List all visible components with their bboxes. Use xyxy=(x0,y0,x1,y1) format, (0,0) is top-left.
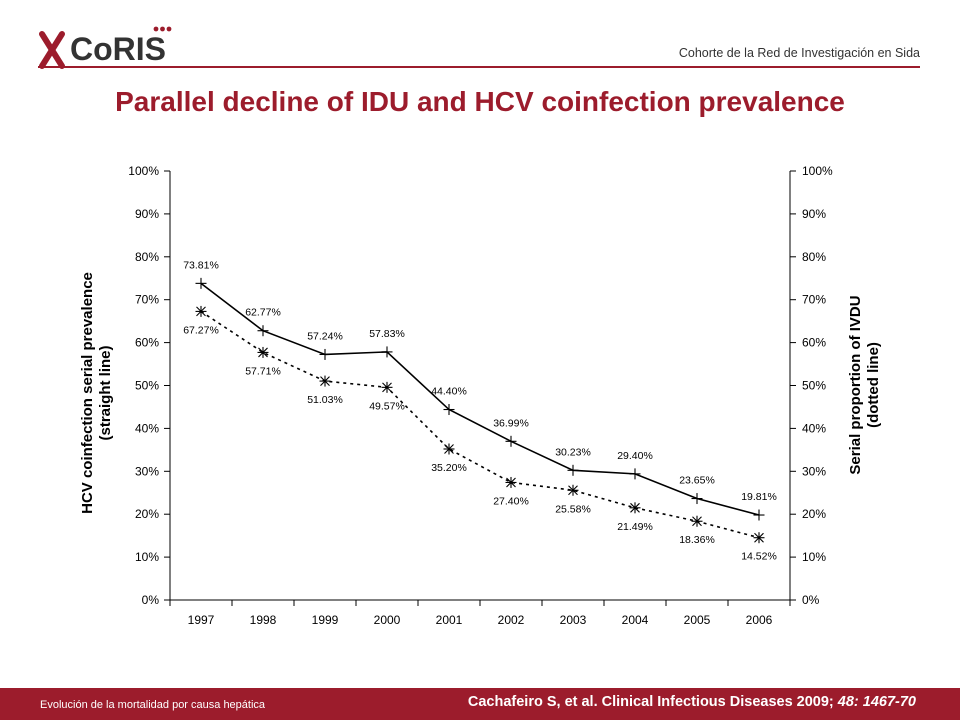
footer-bar: Evolución de la mortalidad por causa hep… xyxy=(0,688,960,720)
y-tick-label-right: 40% xyxy=(802,421,826,435)
y-tick-label-right: 100% xyxy=(802,164,833,178)
star-marker xyxy=(753,532,765,544)
ivdu-data-label: 25.58% xyxy=(555,503,591,515)
plus-marker xyxy=(443,404,455,416)
y-tick-label-left: 40% xyxy=(135,421,159,435)
plus-marker xyxy=(195,277,207,289)
x-tick-label: 2000 xyxy=(374,613,401,627)
hcv-data-label: 73.81% xyxy=(183,259,219,271)
y-tick-label-right: 50% xyxy=(802,379,826,393)
star-marker xyxy=(691,515,703,527)
y-tick-label-right: 90% xyxy=(802,207,826,221)
y-axis-left-label: HCV coinfection serial prevalence xyxy=(79,272,96,514)
star-marker xyxy=(443,443,455,455)
dual-axis-line-chart: 0% 0% 10% 10% 20% 20% 30% 30% 40% 40% 50% 50% 60% 60%… xyxy=(79,164,882,627)
ivdu-data-label: 27.40% xyxy=(493,495,529,507)
y-tick-label-left: 50% xyxy=(135,379,159,393)
y-tick-label-left: 0% xyxy=(142,593,160,607)
y-tick-label-right: 10% xyxy=(802,550,826,564)
series-line-hcv xyxy=(200,282,760,516)
hcv-data-label: 19.81% xyxy=(741,491,777,503)
x-tick-label: 2002 xyxy=(498,613,525,627)
plus-marker xyxy=(505,435,517,447)
y-axis-right-sublabel: (dotted line) xyxy=(865,342,882,428)
org-name: Cohorte de la Red de Investigación en Si… xyxy=(678,46,920,60)
ivdu-data-label: 57.71% xyxy=(245,365,281,377)
plus-marker xyxy=(257,325,269,337)
y-tick-label-left: 60% xyxy=(135,336,159,350)
star-marker xyxy=(257,346,269,358)
hcv-data-label: 57.83% xyxy=(369,328,405,340)
x-tick-label: 2005 xyxy=(684,613,711,627)
plus-marker xyxy=(753,509,765,521)
y-axis-right-label: Serial proportion of IVDU xyxy=(847,295,864,474)
chart-data-labels: 73.81% 62.77% 57.24% 57.83% 44.40% 36.99% 30.2… xyxy=(183,259,777,562)
x-tick-label: 1997 xyxy=(188,613,215,627)
star-marker xyxy=(319,375,331,387)
plus-marker xyxy=(567,464,579,476)
y-tick-label-left: 70% xyxy=(135,293,159,307)
y-axis-left-sublabel: (straight line) xyxy=(97,345,114,440)
ivdu-data-label: 18.36% xyxy=(679,534,715,546)
star-marker xyxy=(195,305,207,317)
hcv-data-label: 29.40% xyxy=(617,450,653,462)
page-title: Parallel decline of IDU and HCV coinfect… xyxy=(115,86,845,117)
plus-marker xyxy=(629,468,641,480)
plus-marker xyxy=(691,493,703,505)
y-tick-label-right: 20% xyxy=(802,507,826,521)
y-tick-label-left: 80% xyxy=(135,250,159,264)
hcv-data-label: 30.23% xyxy=(555,446,591,458)
plus-marker xyxy=(381,346,393,358)
ivdu-data-label: 35.20% xyxy=(431,462,467,474)
ivdu-data-label: 14.52% xyxy=(741,551,777,563)
hcv-data-label: 62.77% xyxy=(245,307,281,319)
x-tick-label: 2004 xyxy=(622,613,649,627)
y-tick-label-right: 70% xyxy=(802,293,826,307)
y-tick-label-left: 10% xyxy=(135,550,159,564)
hcv-data-label: 36.99% xyxy=(493,417,529,429)
x-tick-label: 2001 xyxy=(436,613,463,627)
x-tick-label: 2006 xyxy=(746,613,773,627)
hcv-data-label: 44.40% xyxy=(431,386,467,398)
citation-main: Cachafeiro S, et al. Clinical Infectious… xyxy=(467,694,834,710)
star-marker xyxy=(629,502,641,514)
y-tick-label-right: 80% xyxy=(802,250,826,264)
y-tick-label-left: 90% xyxy=(135,207,159,221)
coris-logo: CoRIS xyxy=(39,26,172,69)
citation-volume: 48: 1467-70 xyxy=(833,694,916,710)
star-marker xyxy=(381,381,393,393)
y-tick-label-left: 30% xyxy=(135,464,159,478)
x-tick-label: 1998 xyxy=(250,613,277,627)
star-marker xyxy=(567,484,579,496)
ivdu-data-label: 49.57% xyxy=(369,400,405,412)
y-tick-label-left: 100% xyxy=(128,164,159,178)
x-tick-label: 2003 xyxy=(560,613,587,627)
chart-series xyxy=(195,277,765,544)
y-tick-label-right: 30% xyxy=(802,464,826,478)
ivdu-data-label: 67.27% xyxy=(183,324,219,336)
y-tick-label-right: 0% xyxy=(802,593,820,607)
logo-text: CoRIS xyxy=(70,31,166,67)
plus-marker xyxy=(319,348,331,360)
hcv-data-label: 57.24% xyxy=(307,330,343,342)
y-tick-label-right: 60% xyxy=(802,336,826,350)
footer-citation: Cachafeiro S, et al. Clinical Infectious… xyxy=(468,694,916,710)
header-divider xyxy=(38,66,920,68)
coris-x-mark xyxy=(39,31,65,69)
ivdu-data-label: 51.03% xyxy=(307,394,343,406)
ivdu-data-label: 21.49% xyxy=(617,521,653,533)
x-tick-label: 1999 xyxy=(312,613,339,627)
star-marker xyxy=(505,476,517,488)
hcv-data-label: 23.65% xyxy=(679,475,715,487)
footer-section-title: Evolución de la mortalidad por causa hep… xyxy=(40,699,266,711)
y-tick-label-left: 20% xyxy=(135,507,159,521)
chart-axes: 0% 0% 10% 10% 20% 20% 30% 30% 40% 40% 50% 50% 60% 60%… xyxy=(128,164,833,627)
